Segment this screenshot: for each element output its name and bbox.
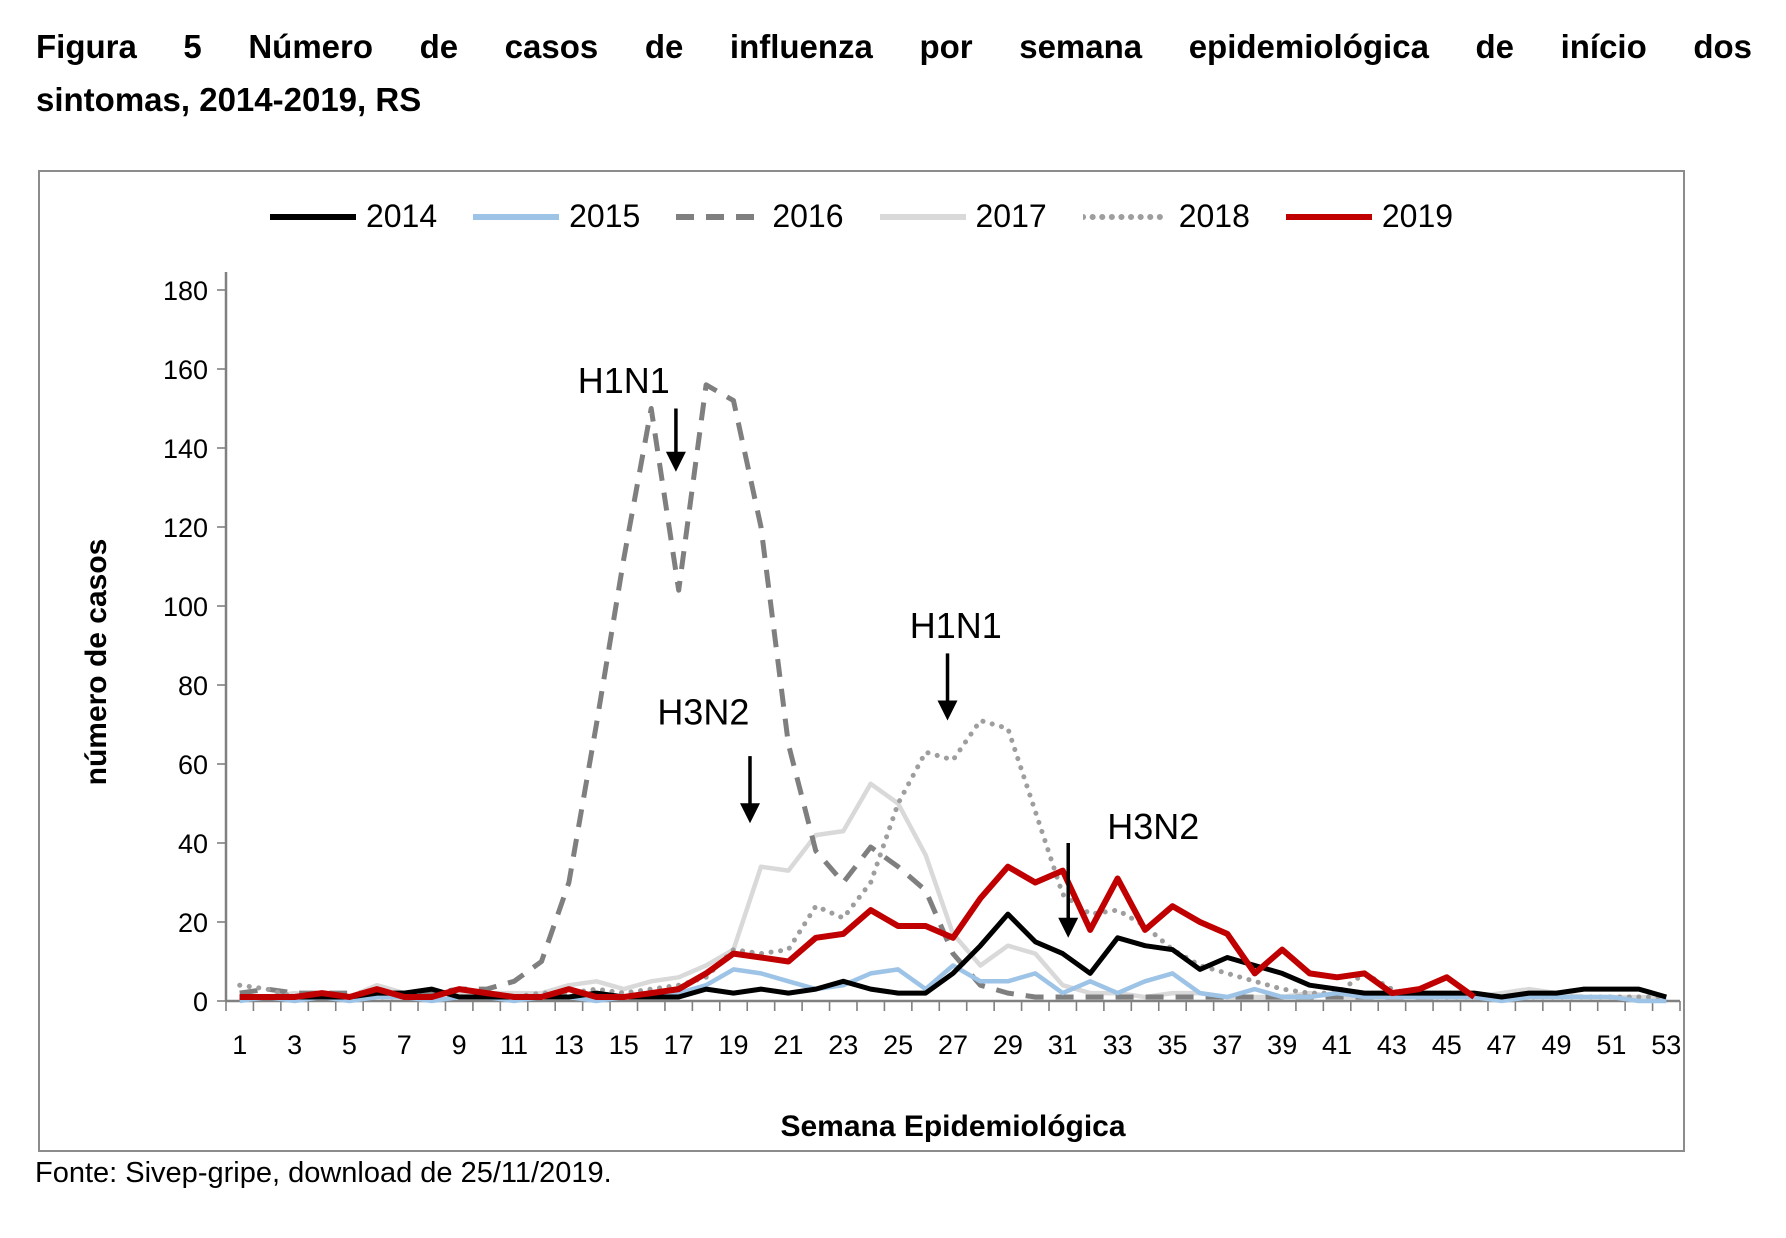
annotation-arrow-head [937,700,958,721]
legend-swatch-2015 [473,213,560,220]
annotation-arrow-head [1058,917,1079,938]
legend-swatch-2017 [879,213,966,220]
x-tick-label: 23 [828,1030,858,1060]
legend-label-2017: 2017 [975,198,1047,234]
legend-item-2015: 2015 [473,198,640,235]
chart-legend: 2014 2015 2016 2017 2018 2019 [40,198,1683,235]
legend-label-2015: 2015 [569,198,641,234]
annotation-label-h3n2: H3N2 [657,692,749,733]
x-tick-label: 1 [232,1030,247,1060]
annotation-arrow-head [665,451,686,472]
x-tick-label: 27 [938,1030,968,1060]
x-tick-label: 29 [993,1030,1023,1060]
legend-item-2018: 2018 [1082,198,1250,235]
legend-item-2014: 2014 [269,198,438,235]
x-tick-label: 13 [554,1030,584,1060]
chart-container: 0 20 40 60 80 100 120 140 160 180 1 3 5 7 9 11 13 15 17 19 2… [38,170,1685,1152]
legend-swatch-2018 [1082,213,1169,220]
legend-swatch-2019 [1285,213,1372,220]
x-tick-label: 45 [1432,1030,1462,1060]
legend-label-2019: 2019 [1381,198,1454,234]
series-line-2016 [239,382,1447,1000]
figure-title-line1: Figura 5 Número de casos de influenza po… [36,28,1752,65]
x-tick-label: 39 [1267,1030,1297,1060]
series-line-2019 [239,863,1476,1000]
legend-item-2019: 2019 [1285,198,1454,235]
x-tick-label: 43 [1377,1030,1407,1060]
x-tick-label: 47 [1487,1030,1517,1060]
y-tick-label: 0 [193,987,208,1017]
legend-item-2017: 2017 [879,198,1047,235]
figure-title-line2: sintomas, 2014-2019, RS [36,81,422,118]
annotation-label-h1n1: H1N1 [578,360,670,401]
x-tick-label: 17 [664,1030,694,1060]
x-tick-label: 25 [883,1030,913,1060]
annotation-label-h3n2: H3N2 [1107,806,1199,847]
x-tick-label: 35 [1157,1030,1187,1060]
legend-label-2018: 2018 [1178,198,1250,234]
y-tick-label: 20 [178,908,208,938]
legend-swatch-2016 [676,213,763,220]
x-tick-label: 21 [773,1030,803,1060]
x-tick-label: 3 [287,1030,302,1060]
x-tick-label: 7 [397,1030,412,1060]
annotation-label-h1n1: H1N1 [910,605,1002,646]
y-tick-label: 180 [163,276,208,306]
legend-label-2014: 2014 [365,198,438,234]
y-tick-label: 140 [163,434,208,464]
x-axis-title: Semana Epidemiológica [780,1110,1126,1143]
x-tick-label: 51 [1596,1030,1626,1060]
y-tick-label: 160 [163,355,208,385]
source-note: Fonte: Sivep-gripe, download de 25/11/20… [35,1157,612,1189]
x-tick-label: 9 [452,1030,467,1060]
legend-swatch-2014 [269,213,356,220]
y-tick-label: 100 [163,592,208,622]
legend-label-2016: 2016 [772,198,844,234]
annotation-arrow-head [739,803,760,824]
series-line-2014 [239,911,1667,1000]
x-tick-label: 53 [1651,1030,1681,1060]
x-tick-label: 33 [1103,1030,1133,1060]
y-tick-label: 40 [178,829,208,859]
x-tick-label: 19 [719,1030,749,1060]
x-tick-label: 11 [500,1030,528,1060]
y-tick-label: 80 [178,671,208,701]
y-axis-title: número de casos [80,538,113,786]
legend-item-2016: 2016 [676,198,844,235]
y-tick-label: 60 [178,750,208,780]
figure-title: Figura 5 Número de casos de influenza po… [36,20,1752,126]
x-tick-label: 5 [342,1030,357,1060]
x-tick-label: 41 [1322,1030,1352,1060]
x-tick-label: 37 [1212,1030,1242,1060]
x-tick-label: 15 [609,1030,639,1060]
x-tick-label: 49 [1542,1030,1572,1060]
x-tick-label: 31 [1048,1030,1078,1060]
y-tick-label: 120 [163,513,208,543]
